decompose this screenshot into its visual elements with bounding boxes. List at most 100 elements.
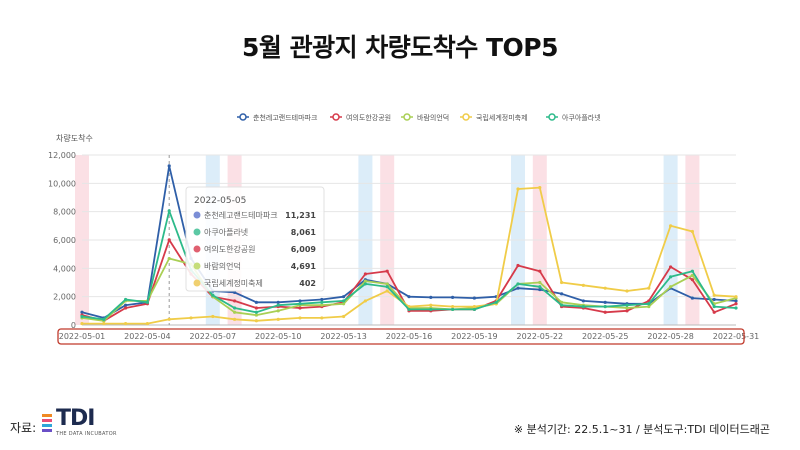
data-point: [342, 302, 346, 306]
tooltip-label: 바람의언덕: [204, 261, 241, 271]
data-point: [145, 321, 149, 326]
data-point: [276, 300, 280, 304]
data-point: [734, 299, 738, 303]
data-point: [451, 307, 455, 312]
data-point: [603, 300, 607, 304]
data-point: [734, 302, 738, 306]
data-point: [167, 238, 171, 242]
data-point: [451, 304, 455, 309]
data-point: [363, 282, 367, 286]
source-label: 자료:: [10, 421, 37, 435]
data-point: [233, 317, 237, 321]
data-point: [276, 303, 280, 307]
data-point: [363, 299, 367, 303]
data-point: [385, 282, 389, 286]
data-point: [647, 302, 651, 306]
data-point: [298, 302, 302, 306]
data-point: [429, 307, 433, 312]
data-point: [734, 295, 738, 299]
data-point: [320, 316, 324, 320]
data-point: [80, 310, 84, 314]
data-point: [712, 304, 716, 309]
data-point: [712, 297, 716, 302]
data-point: [538, 285, 542, 289]
data-point: [211, 293, 215, 297]
data-point: [560, 280, 564, 285]
data-point: [342, 295, 346, 299]
x-tick-label: 2022-05-07: [190, 332, 237, 341]
x-tick-label: 2022-05-16: [386, 332, 433, 341]
data-point: [669, 275, 673, 279]
data-point: [669, 224, 673, 228]
data-point: [320, 303, 324, 307]
data-point: [516, 286, 520, 290]
legend-label: 국립세계정미축제: [476, 113, 528, 122]
data-point: [538, 280, 542, 285]
chart-title: 5월 관광지 차량도착수 TOP5: [241, 33, 559, 62]
data-point: [690, 273, 695, 278]
data-point: [167, 164, 171, 168]
tooltip-label: 여의도한강공원: [204, 244, 256, 254]
tooltip-value: 11,231: [285, 211, 316, 220]
data-point: [385, 285, 389, 289]
x-tick-label: 2022-05-19: [451, 332, 498, 341]
data-point: [625, 303, 629, 307]
legend-label: 아쿠아플라넷: [562, 113, 601, 122]
data-point: [80, 321, 84, 326]
x-tick-label: 2022-05-01: [59, 332, 106, 341]
data-point: [124, 303, 128, 307]
data-point: [625, 306, 629, 310]
data-point: [603, 304, 607, 309]
y-tick-label: 4,000: [53, 264, 76, 273]
data-point: [145, 300, 149, 304]
data-point: [603, 286, 607, 290]
y-tick-label: 2,000: [53, 293, 76, 302]
data-point: [233, 310, 237, 314]
legend-label: 바람의언덕: [417, 113, 449, 122]
data-point: [233, 299, 237, 303]
legend-swatch-marker: [548, 113, 556, 121]
tooltip-box: [185, 186, 325, 292]
data-point: [560, 300, 564, 304]
x-tick-label: 2022-05-13: [320, 332, 367, 341]
legend-label: 여의도한강공원: [346, 113, 391, 122]
data-point: [102, 321, 106, 326]
data-point: [690, 296, 695, 300]
data-point: [538, 287, 542, 292]
x-tick-label: 2022-05-10: [255, 332, 302, 341]
data-point: [669, 285, 673, 289]
data-point: [102, 317, 106, 321]
data-point: [516, 263, 520, 268]
data-point: [298, 316, 302, 320]
data-point: [734, 306, 738, 310]
analysis-note: ※ 분석기간: 22.5.1~31 / 분석도구:TDI 데이터드래곤: [513, 423, 770, 436]
data-point: [429, 303, 433, 307]
data-point: [80, 314, 84, 319]
y-tick-label: 12,000: [48, 151, 76, 160]
data-point: [363, 279, 367, 283]
tooltip-date: 2022-05-05: [194, 196, 246, 206]
data-point: [276, 309, 280, 313]
data-point: [472, 296, 476, 300]
tooltip-value: 6,009: [291, 245, 317, 254]
data-point: [233, 306, 237, 310]
logo-text: TDI: [56, 406, 95, 431]
data-point: [581, 283, 586, 287]
data-point: [276, 317, 280, 321]
data-point: [298, 306, 302, 310]
data-point: [690, 269, 695, 273]
data-point: [581, 299, 586, 303]
legend-swatch-marker: [239, 113, 247, 121]
y-axis-label: 차량도착수: [56, 133, 93, 143]
data-point: [647, 286, 651, 290]
x-tick-label: 2022-05-31: [713, 332, 760, 341]
data-point: [625, 309, 629, 313]
x-tick-label: 2022-05-25: [582, 332, 629, 341]
data-point: [538, 185, 542, 190]
tooltip-value: 402: [299, 279, 316, 288]
x-tick-label: 2022-05-22: [517, 332, 564, 341]
data-point: [669, 265, 673, 269]
data-point: [298, 299, 302, 303]
data-point: [516, 187, 520, 191]
data-point: [167, 209, 171, 213]
